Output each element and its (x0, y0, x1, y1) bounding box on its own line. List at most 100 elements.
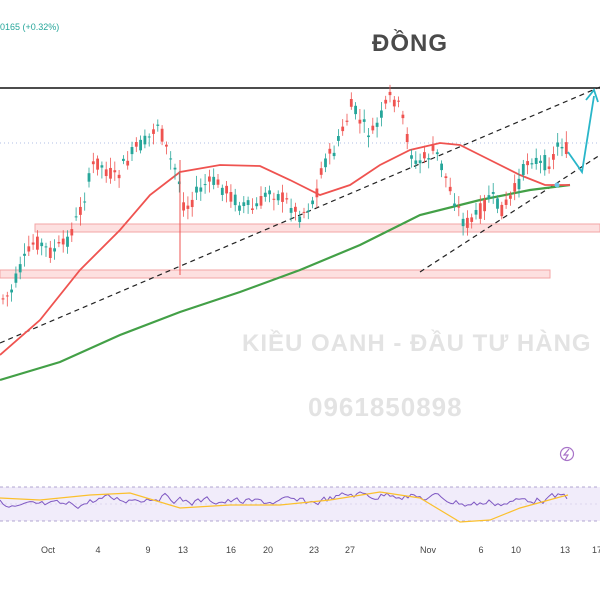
candle-body (410, 155, 413, 159)
candle-body (341, 126, 345, 132)
candle-body (371, 125, 375, 131)
x-axis: Oct 4 9 13 16 20 23 27 Nov 6 10 13 17 (41, 545, 600, 555)
x-tick-label: 10 (511, 545, 521, 555)
candle-body (87, 173, 91, 182)
candle-body (362, 119, 366, 122)
x-tick-label: 23 (309, 545, 319, 555)
x-tick-label: 6 (478, 545, 483, 555)
candle-body (556, 142, 560, 147)
candle-body (109, 167, 112, 179)
chart-title: ĐỒNG (372, 30, 448, 57)
candle-body (345, 120, 349, 122)
x-tick-label: Oct (41, 545, 56, 555)
candle-body (457, 206, 461, 208)
rsi-panel (0, 486, 600, 523)
candle-body (134, 142, 138, 147)
candle-body (268, 190, 271, 195)
candle-body (289, 208, 293, 213)
candle-body (440, 163, 443, 171)
candle-body (14, 273, 18, 283)
candle-body (367, 135, 370, 138)
candle-body (57, 242, 61, 244)
candle-body (375, 122, 379, 127)
candle-body (83, 201, 87, 203)
x-tick-label: 9 (145, 545, 150, 555)
candle-body (190, 199, 194, 208)
candle-body (5, 295, 9, 297)
candle-body (427, 158, 431, 160)
candle-body (401, 114, 405, 119)
candle-body (380, 110, 383, 118)
candle-body (117, 174, 121, 179)
candle-body (126, 160, 130, 166)
candle-body (539, 160, 542, 164)
candle-body (384, 99, 388, 104)
candle-body (1, 298, 5, 300)
candle-body (10, 289, 13, 293)
candles (1, 84, 568, 307)
x-tick-label: 20 (263, 545, 273, 555)
candle-body (44, 246, 48, 248)
candle-body (526, 161, 529, 166)
candle-body (225, 185, 228, 194)
candle-body (319, 168, 323, 175)
candle-body (195, 186, 198, 193)
candle-body (496, 198, 499, 209)
candle-body (40, 242, 44, 247)
candle-body (298, 216, 302, 223)
short-moving-average (0, 142, 570, 356)
candle-body (564, 142, 568, 155)
candle-body (423, 152, 426, 159)
x-tick-label: 17 (592, 545, 600, 555)
lightning-icon-bolt (562, 448, 570, 461)
candle-body (238, 205, 241, 211)
candle-body (517, 178, 521, 190)
candle-body (152, 129, 155, 134)
candle-body (431, 145, 435, 151)
candle-body (74, 216, 78, 218)
candle-body (259, 196, 263, 206)
candle-body (23, 253, 26, 256)
candle-body (453, 203, 456, 207)
candle-body (509, 195, 512, 199)
lightning-icon-ring (559, 446, 575, 462)
candle-body (122, 158, 125, 161)
candle-body (251, 208, 254, 210)
projection-arrowhead (585, 88, 599, 103)
candle-body (552, 154, 555, 160)
x-tick-label: 4 (95, 545, 100, 555)
candle-body (418, 160, 422, 164)
candle-body (521, 163, 525, 176)
x-tick-label: Nov (420, 545, 437, 555)
candle-body (478, 203, 482, 219)
candle-body (255, 203, 259, 207)
candle-body (242, 202, 246, 207)
candle-body (70, 229, 74, 236)
candle-body (392, 99, 396, 107)
candle-body (113, 170, 117, 173)
candle-body (560, 146, 564, 149)
inner-trendline (419, 154, 600, 273)
candle-body (147, 136, 151, 138)
candle-body (276, 194, 280, 201)
touch-point (554, 182, 560, 188)
moving-averages (0, 142, 571, 382)
candle-body (96, 158, 99, 170)
candle-body (435, 152, 439, 155)
candle-body (315, 188, 319, 198)
candle-body (337, 136, 340, 141)
candle-body (36, 236, 39, 250)
candle-body (61, 238, 65, 245)
watermark-phone: 0961850898 (308, 392, 463, 422)
candle-body (547, 166, 551, 169)
candle-body (397, 100, 400, 102)
candle-body (53, 248, 56, 252)
candle-body (328, 148, 332, 154)
candle-body (530, 163, 534, 165)
rsi-moving-average (0, 491, 569, 523)
candle-body (491, 192, 495, 194)
projection-arrow (554, 88, 599, 188)
candle-body (66, 236, 69, 247)
candle-body (302, 211, 306, 213)
